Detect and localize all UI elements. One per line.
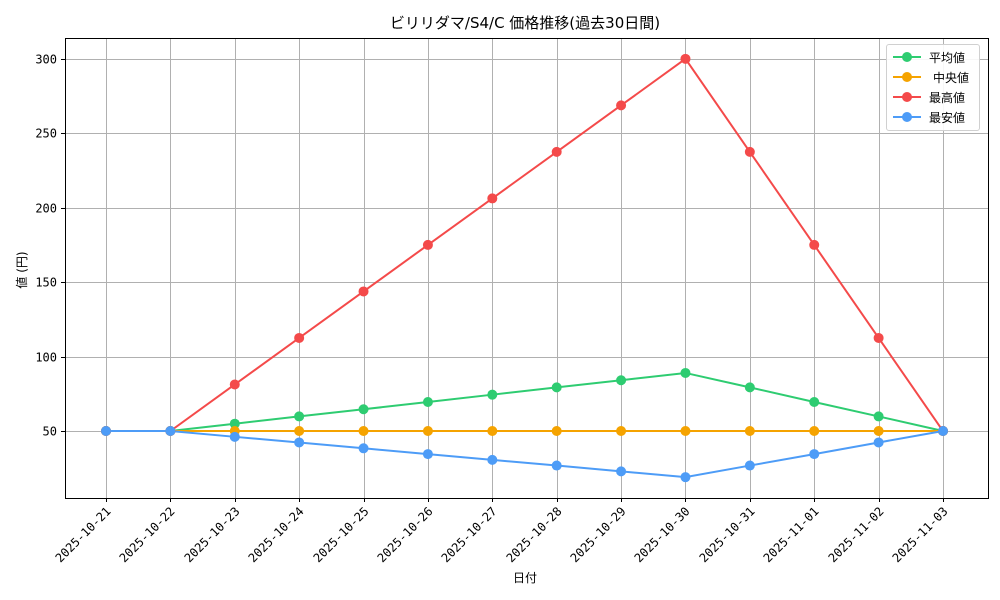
data-point xyxy=(358,443,369,454)
data-point xyxy=(680,426,691,437)
plot-frame xyxy=(65,38,989,499)
legend-marker-icon xyxy=(893,112,921,122)
data-point xyxy=(873,332,884,343)
x-axis-label: 日付 xyxy=(513,571,537,585)
data-point xyxy=(680,53,691,64)
y-tick-label: 150 xyxy=(35,276,57,290)
data-point xyxy=(616,426,627,437)
legend-item-max: 最高値 xyxy=(887,87,979,107)
data-point xyxy=(744,146,755,157)
x-tick-label: 2025-11-01 xyxy=(761,504,822,565)
legend-marker-icon xyxy=(893,52,921,62)
series-lines xyxy=(101,53,948,483)
legend-label: 最安値 xyxy=(929,110,966,125)
x-axis-ticks: 2025-10-21 2025-10-22 2025-10-23 2025-10-24… xyxy=(53,498,951,565)
x-tick-label: 2025-10-29 xyxy=(568,504,629,565)
legend-label: 中央値 xyxy=(933,70,970,85)
data-point xyxy=(294,411,305,422)
data-point xyxy=(487,193,498,204)
data-point xyxy=(487,454,498,465)
series-line xyxy=(106,371,944,433)
data-point xyxy=(294,437,305,448)
data-point xyxy=(744,382,755,393)
y-tick-label: 100 xyxy=(35,351,57,365)
x-tick-label: 2025-10-26 xyxy=(375,504,436,565)
x-tick-label: 2025-10-25 xyxy=(311,504,372,565)
legend: 平均値 中央値 最高値 最安値 xyxy=(886,44,980,131)
x-tick-label: 2025-10-27 xyxy=(439,504,500,565)
data-point xyxy=(229,418,240,429)
y-axis-label: 値 (円) xyxy=(14,251,29,288)
data-point xyxy=(487,389,498,400)
x-tick-label: 2025-10-21 xyxy=(53,504,114,565)
data-point xyxy=(616,375,627,386)
data-point xyxy=(744,426,755,437)
data-point xyxy=(551,382,562,393)
data-point xyxy=(809,239,820,250)
x-tick-label: 2025-10-28 xyxy=(504,504,565,565)
x-tick-label: 2025-11-03 xyxy=(890,504,951,565)
legend-item-average: 平均値 xyxy=(887,47,979,67)
x-tick-label: 2025-10-30 xyxy=(632,504,693,565)
x-tick-label: 2025-10-22 xyxy=(117,504,178,565)
x-tick-label: 2025-10-23 xyxy=(182,504,243,565)
data-point xyxy=(294,426,305,437)
data-point xyxy=(422,426,433,437)
x-tick-label: 2025-11-02 xyxy=(826,504,887,565)
data-point xyxy=(938,426,948,437)
data-point xyxy=(422,239,433,250)
chart-title: ビリリダマ/S4/C 価格推移(過去30日間) xyxy=(389,14,661,32)
data-point xyxy=(358,286,369,297)
y-tick-label: 50 xyxy=(43,425,57,439)
data-point xyxy=(294,332,305,343)
data-point xyxy=(809,426,820,437)
data-point xyxy=(744,460,755,471)
x-tick-label: 2025-10-24 xyxy=(246,504,307,565)
data-point xyxy=(101,426,111,437)
data-point xyxy=(229,431,240,442)
legend-marker-icon xyxy=(893,92,921,102)
data-point xyxy=(551,460,562,471)
x-tick-label: 2025-10-31 xyxy=(697,504,758,565)
y-tick-label: 200 xyxy=(35,202,57,216)
series-line xyxy=(106,430,944,479)
grid-lines xyxy=(65,38,988,498)
data-point xyxy=(487,426,498,437)
data-point xyxy=(616,100,627,111)
series-line xyxy=(106,57,944,433)
y-tick-label: 300 xyxy=(35,53,57,67)
data-point xyxy=(229,379,240,390)
legend-item-min: 最安値 xyxy=(887,107,979,127)
legend-marker-icon xyxy=(893,72,921,82)
data-point xyxy=(873,437,884,448)
data-point xyxy=(809,396,820,407)
data-point xyxy=(165,426,176,437)
data-point xyxy=(422,449,433,460)
data-point xyxy=(809,449,820,460)
legend-item-median: 中央値 xyxy=(887,67,979,87)
data-point xyxy=(616,466,627,477)
data-point xyxy=(680,472,691,483)
data-point xyxy=(873,411,884,422)
data-point xyxy=(551,146,562,157)
data-point xyxy=(873,426,884,437)
legend-label: 最高値 xyxy=(929,90,966,105)
data-point xyxy=(551,426,562,437)
legend-label: 平均値 xyxy=(929,50,966,65)
data-point xyxy=(680,367,691,378)
data-point xyxy=(422,396,433,407)
data-point xyxy=(358,404,369,415)
data-point xyxy=(358,426,369,437)
y-axis-ticks: 50 100 150 200 250 300 xyxy=(35,53,65,439)
y-tick-label: 250 xyxy=(35,127,57,141)
